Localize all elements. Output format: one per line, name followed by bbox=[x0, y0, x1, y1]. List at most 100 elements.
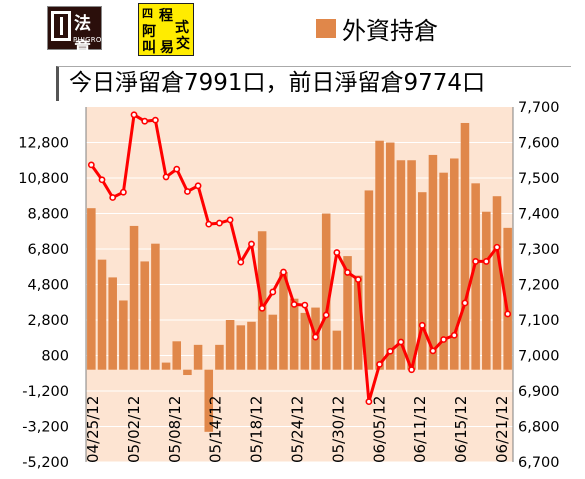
logo-char: 交 bbox=[176, 36, 190, 52]
line-point bbox=[280, 268, 287, 276]
legend-label: 外資持倉 bbox=[342, 17, 438, 45]
bar bbox=[161, 362, 171, 370]
logo-char: 叫 bbox=[142, 40, 156, 56]
line-point bbox=[301, 301, 309, 309]
line-point bbox=[290, 300, 298, 308]
line-point bbox=[162, 173, 170, 181]
bar bbox=[225, 320, 235, 370]
logo-char: 阿 bbox=[142, 24, 156, 40]
trading-logo: 四 程 式 阿 叫 易 交 bbox=[138, 3, 194, 56]
x-tick-label: 06/21/12 bbox=[493, 396, 511, 463]
line-point bbox=[237, 258, 245, 266]
left-tick-label: -1,200 bbox=[22, 384, 69, 400]
x-tick-label: 06/05/12 bbox=[370, 396, 388, 463]
line-point bbox=[130, 111, 138, 119]
line-point bbox=[119, 188, 127, 196]
line-point bbox=[226, 216, 234, 224]
bar bbox=[460, 122, 470, 370]
line-point bbox=[109, 194, 117, 201]
line-point bbox=[269, 288, 277, 296]
bar bbox=[215, 344, 224, 370]
bar bbox=[300, 312, 310, 370]
line-point bbox=[386, 347, 394, 355]
line-point bbox=[493, 243, 501, 251]
line-point bbox=[312, 333, 319, 341]
bar bbox=[129, 225, 139, 370]
logo-char: 式 bbox=[175, 20, 189, 36]
bar bbox=[492, 196, 502, 370]
bar bbox=[183, 369, 192, 376]
line-point bbox=[344, 269, 351, 276]
bar bbox=[503, 227, 512, 370]
bar bbox=[428, 154, 438, 370]
line-point bbox=[429, 347, 437, 355]
x-tick-label: 04/25/12 bbox=[84, 396, 102, 463]
bar bbox=[204, 369, 214, 432]
bar bbox=[279, 272, 288, 370]
line-point bbox=[141, 117, 149, 125]
x-tick-label: 06/15/12 bbox=[452, 396, 470, 463]
line-point bbox=[194, 182, 202, 190]
line-point bbox=[216, 219, 223, 227]
right-tick-label: 7,400 bbox=[518, 207, 560, 223]
bar bbox=[375, 140, 384, 370]
bar bbox=[247, 321, 256, 370]
right-tick-label: 7,500 bbox=[518, 171, 560, 187]
bar bbox=[151, 243, 160, 370]
left-tick-label: -3,200 bbox=[22, 420, 69, 436]
logo-mark-icon bbox=[51, 11, 71, 41]
right-tick-label: 6,800 bbox=[518, 420, 560, 436]
line-point bbox=[418, 321, 426, 329]
line-point bbox=[173, 165, 181, 173]
bar bbox=[140, 261, 149, 370]
legend-swatch bbox=[316, 19, 336, 38]
headline-box: 今日淨留倉7991口，前日淨留倉9774口 bbox=[56, 66, 571, 101]
line-point bbox=[472, 258, 480, 265]
line-point bbox=[482, 258, 490, 265]
x-tick-label: 05/30/12 bbox=[329, 396, 347, 463]
bar bbox=[482, 211, 491, 370]
x-tick-label: 05/24/12 bbox=[289, 396, 307, 463]
line-point bbox=[365, 398, 373, 406]
bar bbox=[119, 300, 128, 370]
line-point bbox=[87, 161, 95, 169]
right-tick-label: 6,900 bbox=[518, 384, 560, 400]
left-tick-label: 4,800 bbox=[27, 278, 69, 294]
bar bbox=[417, 192, 427, 370]
line-point bbox=[322, 311, 330, 319]
line-point bbox=[248, 240, 255, 248]
bar bbox=[87, 208, 96, 370]
bar bbox=[353, 275, 363, 370]
right-tick-label: 7,600 bbox=[518, 136, 560, 152]
line-point bbox=[397, 338, 405, 346]
bar bbox=[108, 277, 117, 370]
line-point bbox=[205, 220, 213, 228]
right-tick-label: 7,200 bbox=[518, 278, 560, 294]
phigroup-logo: 法意 PHIGROUP bbox=[47, 6, 111, 59]
right-tick-label: 7,300 bbox=[518, 242, 560, 258]
line-point bbox=[450, 331, 458, 339]
line-point bbox=[461, 299, 469, 307]
left-tick-label: 10,800 bbox=[18, 171, 69, 187]
line-point bbox=[354, 276, 362, 283]
right-tick-label: 6,700 bbox=[518, 455, 560, 471]
logo-char: 易 bbox=[160, 40, 174, 56]
bar bbox=[407, 160, 416, 370]
bar bbox=[289, 298, 299, 370]
line-point bbox=[504, 310, 512, 318]
logo-char: 程 bbox=[159, 8, 173, 24]
bar bbox=[97, 259, 107, 370]
bar bbox=[193, 344, 203, 370]
line-point bbox=[184, 188, 191, 195]
line-point bbox=[258, 304, 266, 312]
bar bbox=[343, 256, 352, 370]
line-point bbox=[376, 360, 383, 368]
logo-char: 四 bbox=[142, 7, 153, 20]
bar bbox=[268, 314, 278, 370]
line-point bbox=[98, 176, 106, 184]
bar bbox=[450, 158, 459, 370]
bar bbox=[332, 330, 342, 370]
line-point bbox=[408, 366, 415, 374]
x-tick-label: 06/11/12 bbox=[411, 396, 429, 463]
right-tick-label: 7,700 bbox=[518, 100, 560, 116]
